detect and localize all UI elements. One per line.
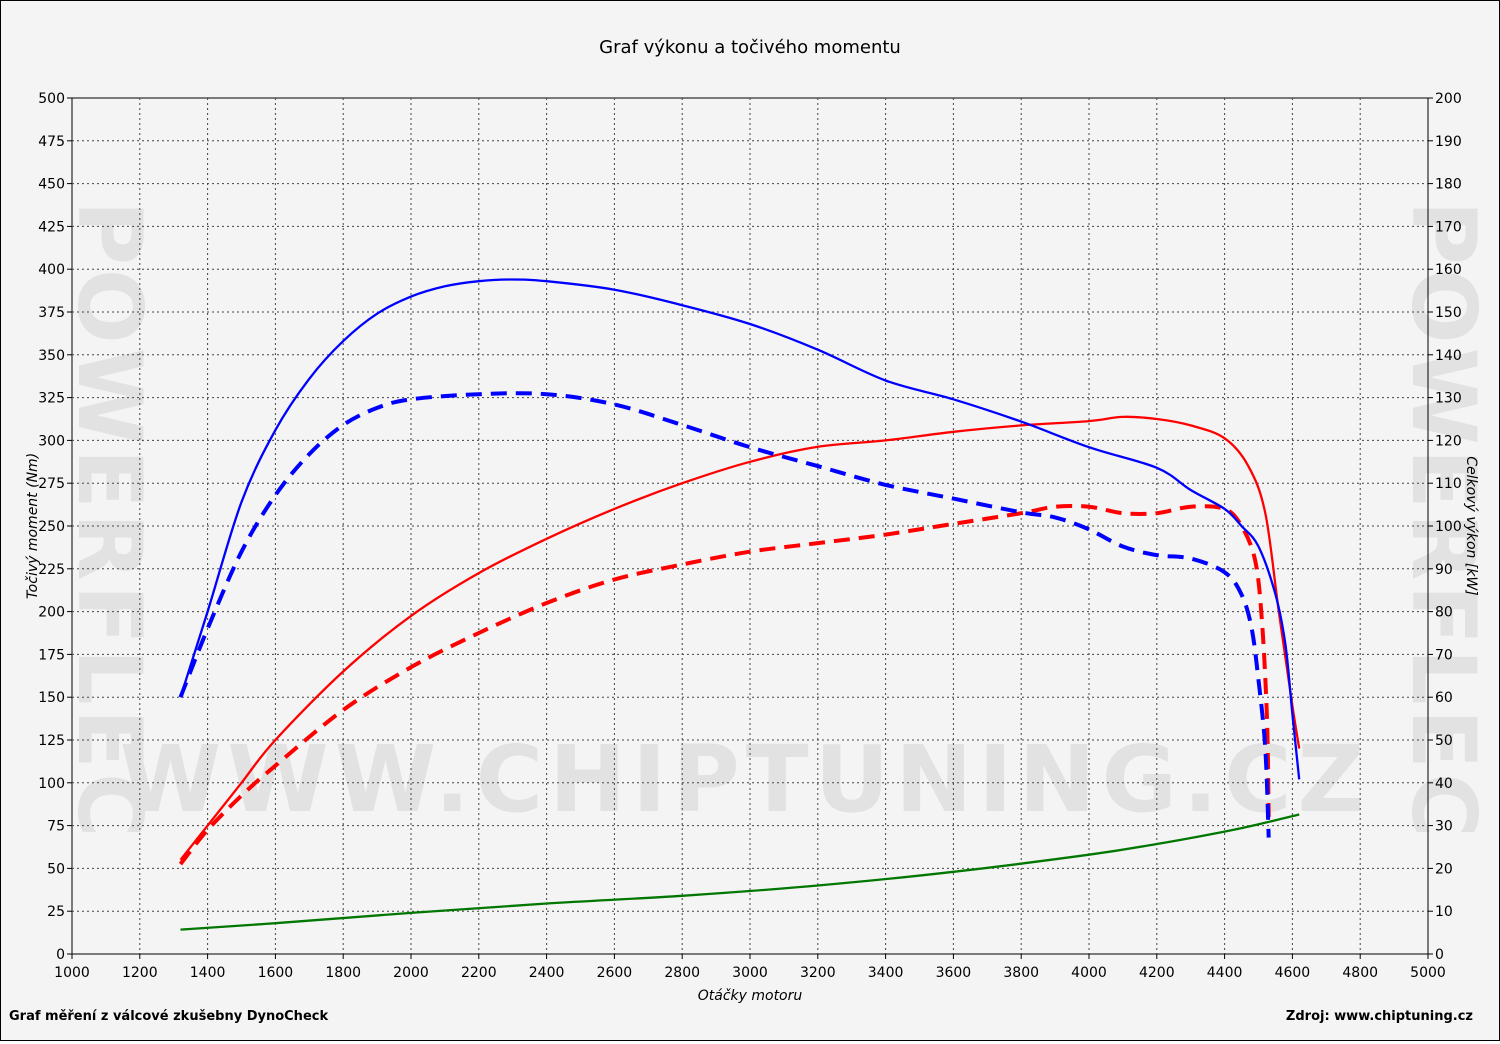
series-line-torque-tuned: [179, 278, 1301, 780]
watermark-side-right: POWERFLEC: [1392, 200, 1495, 841]
x-tick-label: 1600: [258, 965, 294, 981]
y-right-tick-label: 30: [1435, 819, 1453, 835]
y-left-tick-label: 175: [38, 647, 65, 663]
tick-labels: 1000 1200 1400 1600 1800 2000 2200 2400 2600 2800…: [38, 91, 1461, 981]
y-left-tick-label: 150: [38, 690, 65, 706]
y-right-tick-label: 40: [1435, 776, 1453, 792]
y-left-tick-label: 425: [38, 219, 65, 235]
y-right-tick-label: 190: [1435, 134, 1462, 150]
y-right-tick-label: 50: [1435, 733, 1453, 749]
grid-lines: [67, 97, 1433, 959]
y-left-tick-label: 375: [38, 305, 65, 321]
x-tick-label: 1000: [54, 965, 90, 981]
y-right-tick-label: 170: [1435, 219, 1462, 235]
x-tick-label: 1800: [325, 965, 361, 981]
y-axis-label-right: Celkový výkon [kW]: [1463, 456, 1479, 595]
series-line-torque-stock: [178, 391, 1271, 838]
x-tick-label: 3800: [1003, 965, 1039, 981]
x-tick-label: 1400: [190, 965, 226, 981]
y-left-tick-label: 250: [38, 519, 65, 535]
x-tick-label: 2200: [461, 965, 497, 981]
y-right-tick-label: 90: [1435, 562, 1453, 578]
watermark-url: WWW.CHIPTUNING.CZ: [120, 726, 1370, 833]
x-tick-label: 4200: [1139, 965, 1175, 981]
y-left-tick-label: 475: [38, 134, 65, 150]
x-tick-label: 4000: [1071, 965, 1107, 981]
y-right-tick-label: 20: [1435, 861, 1453, 877]
y-right-tick-label: 60: [1435, 690, 1453, 706]
y-right-tick-label: 150: [1435, 305, 1462, 321]
y-left-tick-label: 400: [38, 262, 65, 278]
x-tick-label: 3400: [868, 965, 904, 981]
y-right-tick-label: 80: [1435, 605, 1453, 621]
y-left-tick-label: 0: [56, 947, 65, 963]
series-line-loss: [180, 813, 1300, 931]
y-left-tick-label: 125: [38, 733, 65, 749]
watermark-layer: WWW.CHIPTUNING.CZ POWERFLEC POWERFLEC: [58, 200, 1495, 841]
y-right-tick-label: 160: [1435, 262, 1462, 278]
y-left-tick-label: 100: [38, 776, 65, 792]
y-left-tick-label: 50: [47, 861, 65, 877]
x-tick-label: 2000: [393, 965, 429, 981]
x-tick-label: 3000: [732, 965, 768, 981]
y-left-tick-label: 350: [38, 348, 65, 364]
x-tick-label: 2800: [664, 965, 700, 981]
y-left-tick-label: 275: [38, 476, 65, 492]
data-series: [178, 278, 1301, 931]
series-line-power-stock: [178, 503, 1271, 866]
footer-source-right: Zdroj: www.chiptuning.cz: [1286, 1009, 1473, 1024]
x-axis-label: Otáčky motoru: [698, 988, 803, 1004]
y-right-tick-label: 140: [1435, 348, 1462, 364]
series-line-power-tuned: [179, 415, 1301, 861]
y-left-tick-label: 200: [38, 605, 65, 621]
y-right-tick-label: 120: [1435, 433, 1462, 449]
x-tick-label: 2600: [597, 965, 633, 981]
y-right-tick-label: 10: [1435, 904, 1453, 920]
x-tick-label: 3200: [800, 965, 836, 981]
x-tick-label: 4800: [1342, 965, 1378, 981]
y-right-tick-label: 100: [1435, 519, 1462, 535]
x-tick-label: 4400: [1207, 965, 1243, 981]
x-tick-label: 1200: [122, 965, 158, 981]
y-right-tick-label: 180: [1435, 177, 1462, 193]
y-left-tick-label: 225: [38, 562, 65, 578]
watermark-side-left: POWERFLEC: [58, 200, 161, 841]
y-left-tick-label: 25: [47, 904, 65, 920]
y-axis-label-left: Točivý moment (Nm): [25, 453, 41, 599]
chart-title: Graf výkonu a točivého momentu: [599, 37, 901, 58]
y-left-tick-label: 325: [38, 391, 65, 407]
y-left-tick-label: 450: [38, 177, 65, 193]
footer-source-left: Graf měření z válcové zkušebny DynoCheck: [9, 1009, 328, 1024]
y-right-tick-label: 130: [1435, 391, 1462, 407]
y-left-tick-label: 500: [38, 91, 65, 107]
x-tick-label: 5000: [1410, 965, 1446, 981]
y-right-tick-label: 110: [1435, 476, 1462, 492]
x-tick-label: 4600: [1275, 965, 1311, 981]
x-tick-label: 3600: [936, 965, 972, 981]
y-right-tick-label: 200: [1435, 91, 1462, 107]
y-right-tick-label: 70: [1435, 647, 1453, 663]
y-left-tick-label: 75: [47, 819, 65, 835]
y-left-tick-label: 300: [38, 433, 65, 449]
y-right-tick-label: 0: [1435, 947, 1444, 963]
x-tick-label: 2400: [529, 965, 565, 981]
